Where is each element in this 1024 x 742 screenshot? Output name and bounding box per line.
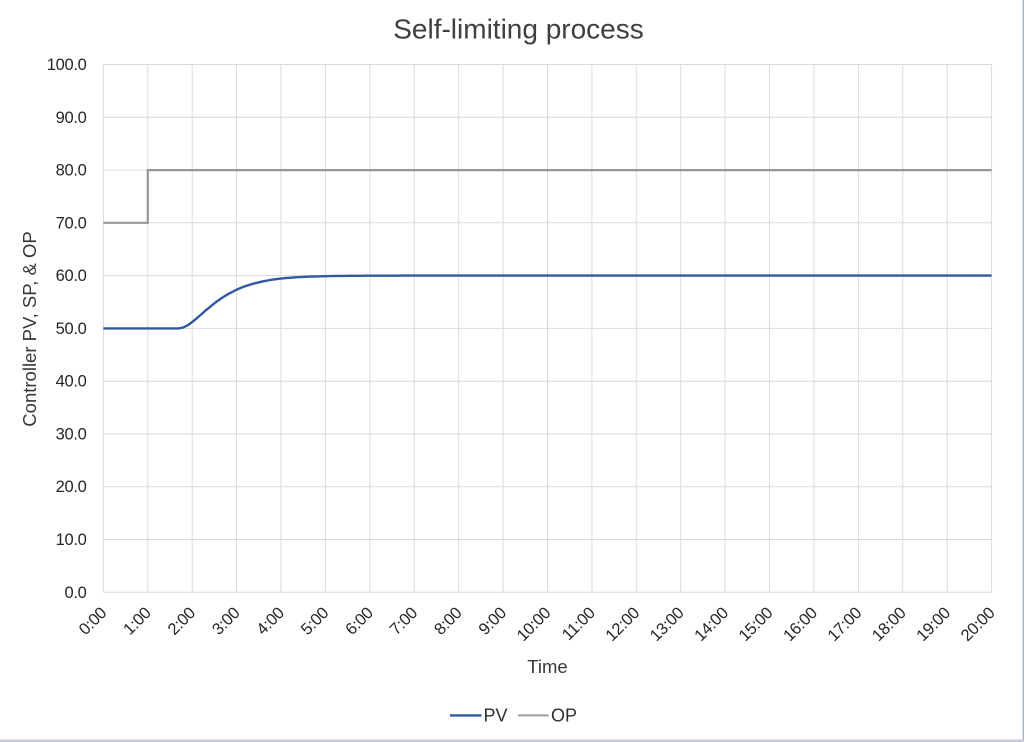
svg-text:80.0: 80.0: [56, 162, 87, 180]
svg-text:Time: Time: [527, 656, 567, 677]
svg-text:70.0: 70.0: [56, 214, 87, 232]
svg-text:30.0: 30.0: [56, 426, 87, 444]
svg-text:PV: PV: [484, 705, 508, 725]
svg-text:0.0: 0.0: [64, 584, 86, 602]
svg-text:10.0: 10.0: [56, 531, 87, 549]
svg-text:OP: OP: [551, 705, 577, 725]
svg-text:Controller PV, SP, & OP: Controller PV, SP, & OP: [19, 231, 40, 426]
svg-text:20.0: 20.0: [56, 478, 87, 496]
svg-text:100.0: 100.0: [47, 56, 87, 74]
svg-text:Self-limiting process: Self-limiting process: [393, 14, 644, 45]
svg-text:40.0: 40.0: [56, 373, 87, 391]
svg-text:50.0: 50.0: [56, 320, 87, 338]
svg-text:60.0: 60.0: [56, 267, 87, 285]
svg-text:90.0: 90.0: [56, 109, 87, 127]
